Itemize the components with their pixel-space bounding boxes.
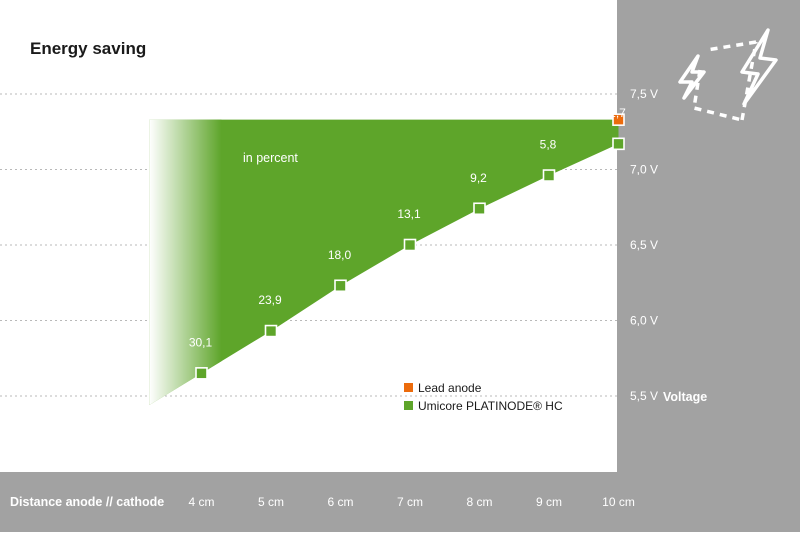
savings-label-5: 5,8 <box>540 138 557 152</box>
x-tick-label-1: 5 cm <box>258 495 284 509</box>
y-tick-label-4: 7,5 V <box>630 87 658 101</box>
y-tick-label-0: 5,5 V <box>630 389 658 403</box>
legend-label-platinode: Umicore PLATINODE® HC <box>418 399 563 413</box>
savings-label-4: 9,2 <box>470 171 487 185</box>
x-tick-label-0: 4 cm <box>188 495 214 509</box>
platinode-point-2 <box>334 279 347 293</box>
axis-panel-bottom <box>0 472 800 532</box>
axis-panel-right <box>617 0 800 532</box>
marker-layer <box>195 113 625 380</box>
savings-label-3: 13,1 <box>397 207 421 221</box>
legend-label-lead-anode: Lead anode <box>418 381 482 395</box>
platinode-point-3 <box>403 238 417 252</box>
savings-label-1: 23,9 <box>258 293 282 307</box>
savings-label-0: 30,1 <box>189 335 213 349</box>
legend: Lead anode Umicore PLATINODE® HC <box>404 381 563 413</box>
chart-title: Energy saving <box>30 39 146 58</box>
lead-anode-point-0 <box>612 113 625 126</box>
x-tick-label-6: 10 cm <box>602 495 635 509</box>
x-tick-label-5: 9 cm <box>536 495 562 509</box>
y-tick-label-2: 6,5 V <box>630 238 658 252</box>
legend-swatch-platinode <box>404 401 413 410</box>
savings-area <box>149 119 619 406</box>
platinode-point-0 <box>195 367 208 380</box>
savings-label-6: 2,7 <box>609 106 626 120</box>
platinode-point-5 <box>542 169 556 182</box>
y-tick-label-3: 7,0 V <box>630 163 658 177</box>
platinode-point-1 <box>264 324 278 338</box>
legend-swatch-lead-anode <box>404 383 413 392</box>
x-tick-label-2: 6 cm <box>327 495 353 509</box>
x-tick-label-3: 7 cm <box>397 495 423 509</box>
area-fade-white <box>149 119 222 406</box>
x-tick-label-4: 8 cm <box>466 495 492 509</box>
x-axis-title: Distance anode // cathode <box>10 495 164 509</box>
label-layer: 5,5 V 6,0 V 6,5 V 7,0 V 7,5 V 4 cm 5 cm 6 cm 7 c… <box>188 87 658 509</box>
savings-label-2: 18,0 <box>328 248 352 262</box>
platinode-point-4 <box>473 202 486 216</box>
annotation-in-percent: in percent <box>243 151 298 165</box>
area-layer <box>149 119 619 406</box>
platinode-point-6 <box>612 137 625 151</box>
battery-lightning-icon <box>678 28 778 122</box>
y-axis-title: Voltage <box>663 390 707 404</box>
y-tick-label-1: 6,0 V <box>630 314 658 328</box>
